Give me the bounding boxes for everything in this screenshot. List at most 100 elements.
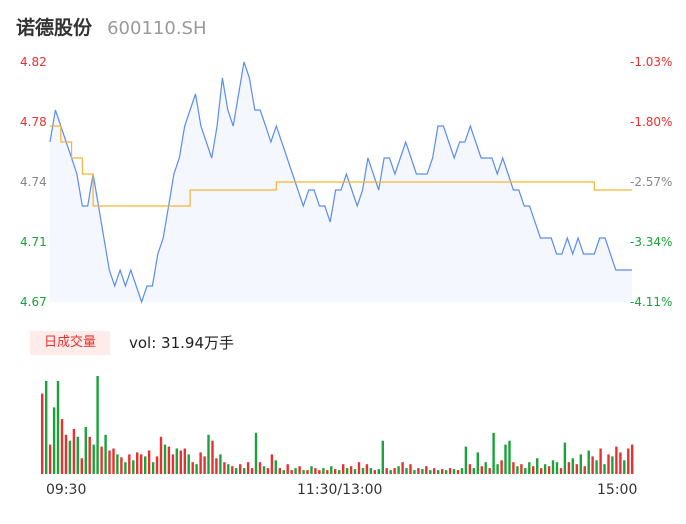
volume-bar <box>500 460 503 474</box>
volume-bar <box>437 470 440 474</box>
average-line <box>50 125 632 207</box>
volume-bar <box>627 448 630 474</box>
volume-bar <box>80 458 83 474</box>
volume-bar <box>310 466 313 474</box>
volume-bar <box>195 464 198 474</box>
volume-bar <box>559 468 563 474</box>
volume-bar <box>357 462 361 474</box>
volume-bar <box>472 468 475 474</box>
volume-bar <box>417 468 420 474</box>
volume-bar <box>508 440 511 474</box>
volume-bar <box>409 464 412 474</box>
volume-bar <box>124 462 127 474</box>
volume-bar <box>278 468 281 474</box>
price-label-2: 4.78 <box>20 115 47 129</box>
volume-bar <box>270 454 274 474</box>
volume-bar <box>231 466 234 474</box>
volume-bar <box>611 456 614 474</box>
volume-bar <box>45 380 48 474</box>
volume-bar <box>144 456 147 474</box>
volume-bar <box>302 470 305 474</box>
volume-bar <box>112 448 115 474</box>
volume-bar <box>56 380 60 474</box>
volume-bar <box>187 454 190 474</box>
price-chart <box>49 61 632 304</box>
volume-bar <box>456 470 460 474</box>
volume-bar <box>88 436 91 474</box>
volume-bar <box>571 458 574 474</box>
price-line <box>49 61 632 304</box>
daily-volume-tab[interactable]: 日成交量 <box>30 331 110 355</box>
volume-bar <box>543 464 547 474</box>
volume-bar <box>425 466 428 474</box>
volume-bar <box>607 454 610 474</box>
volume-bar <box>258 462 262 474</box>
volume-bar <box>551 460 555 474</box>
volume-bar <box>207 434 210 474</box>
volume-bar <box>468 464 472 474</box>
volume-bar <box>326 470 329 474</box>
volume-bar <box>254 432 258 474</box>
volume-bar <box>147 450 151 474</box>
time-label-open: 09:30 <box>46 482 87 498</box>
volume-bar <box>369 468 373 474</box>
volume-bar <box>444 470 448 474</box>
volume-bar <box>373 470 376 474</box>
volume-bar <box>250 468 254 474</box>
price-label-3: 4.74 <box>20 175 47 189</box>
volume-bar <box>516 466 519 474</box>
time-label-close: 15:00 <box>597 482 638 498</box>
volume-bar <box>532 466 535 474</box>
volume-bar <box>464 446 468 474</box>
stock-header: 诺德股份 600110.SH <box>16 13 207 40</box>
volume-bar <box>262 466 266 474</box>
volume-bar <box>361 468 365 474</box>
volume-bar <box>266 468 270 474</box>
volume-bar <box>540 468 543 474</box>
volume-bar <box>159 436 163 474</box>
volume-bar <box>246 462 250 474</box>
volume-bar <box>330 466 333 474</box>
volume-bar <box>575 464 578 474</box>
pct-label-5: -4.11% <box>630 295 673 309</box>
volume-bar <box>163 444 167 474</box>
volume-bar <box>191 462 194 474</box>
volume-bar <box>460 468 464 474</box>
volume-prefix: vol: <box>129 334 162 352</box>
volume-bar <box>219 454 222 474</box>
volume-bar <box>41 393 44 474</box>
volume-bar <box>215 458 218 474</box>
volume-bar <box>452 469 456 474</box>
volume-bar <box>120 457 123 474</box>
volume-bar <box>583 466 586 474</box>
volume-bar <box>413 470 416 474</box>
volume-bar <box>243 468 246 474</box>
volume-bar <box>345 468 349 474</box>
volume-bar <box>96 376 99 474</box>
price-area <box>50 62 632 302</box>
volume-bar <box>286 464 289 474</box>
volume-readout: vol: 31.94万手 <box>129 332 234 353</box>
volume-bar <box>60 419 64 474</box>
pct-label-3: -2.57% <box>630 175 673 189</box>
volume-bar <box>504 444 507 474</box>
stock-name: 诺德股份 <box>16 17 93 39</box>
volume-bar <box>603 464 606 474</box>
volume-bar <box>183 448 186 474</box>
stock-code: 600110.SH <box>107 18 207 39</box>
volume-bar <box>365 464 369 474</box>
volume-bar <box>381 440 384 474</box>
volume-bar <box>536 458 539 474</box>
volume-bar <box>155 456 159 474</box>
pct-label-2: -1.80% <box>630 115 673 129</box>
volume-bar <box>619 452 622 474</box>
volume-value: 31.94万手 <box>161 334 234 352</box>
volume-bar <box>136 452 139 474</box>
volume-bar <box>555 462 559 474</box>
time-label-midday: 11:30/13:00 <box>297 482 383 498</box>
volume-bar <box>599 448 602 474</box>
volume-bar <box>235 468 238 474</box>
volume-bar <box>334 469 337 474</box>
volume-bar <box>579 454 582 474</box>
